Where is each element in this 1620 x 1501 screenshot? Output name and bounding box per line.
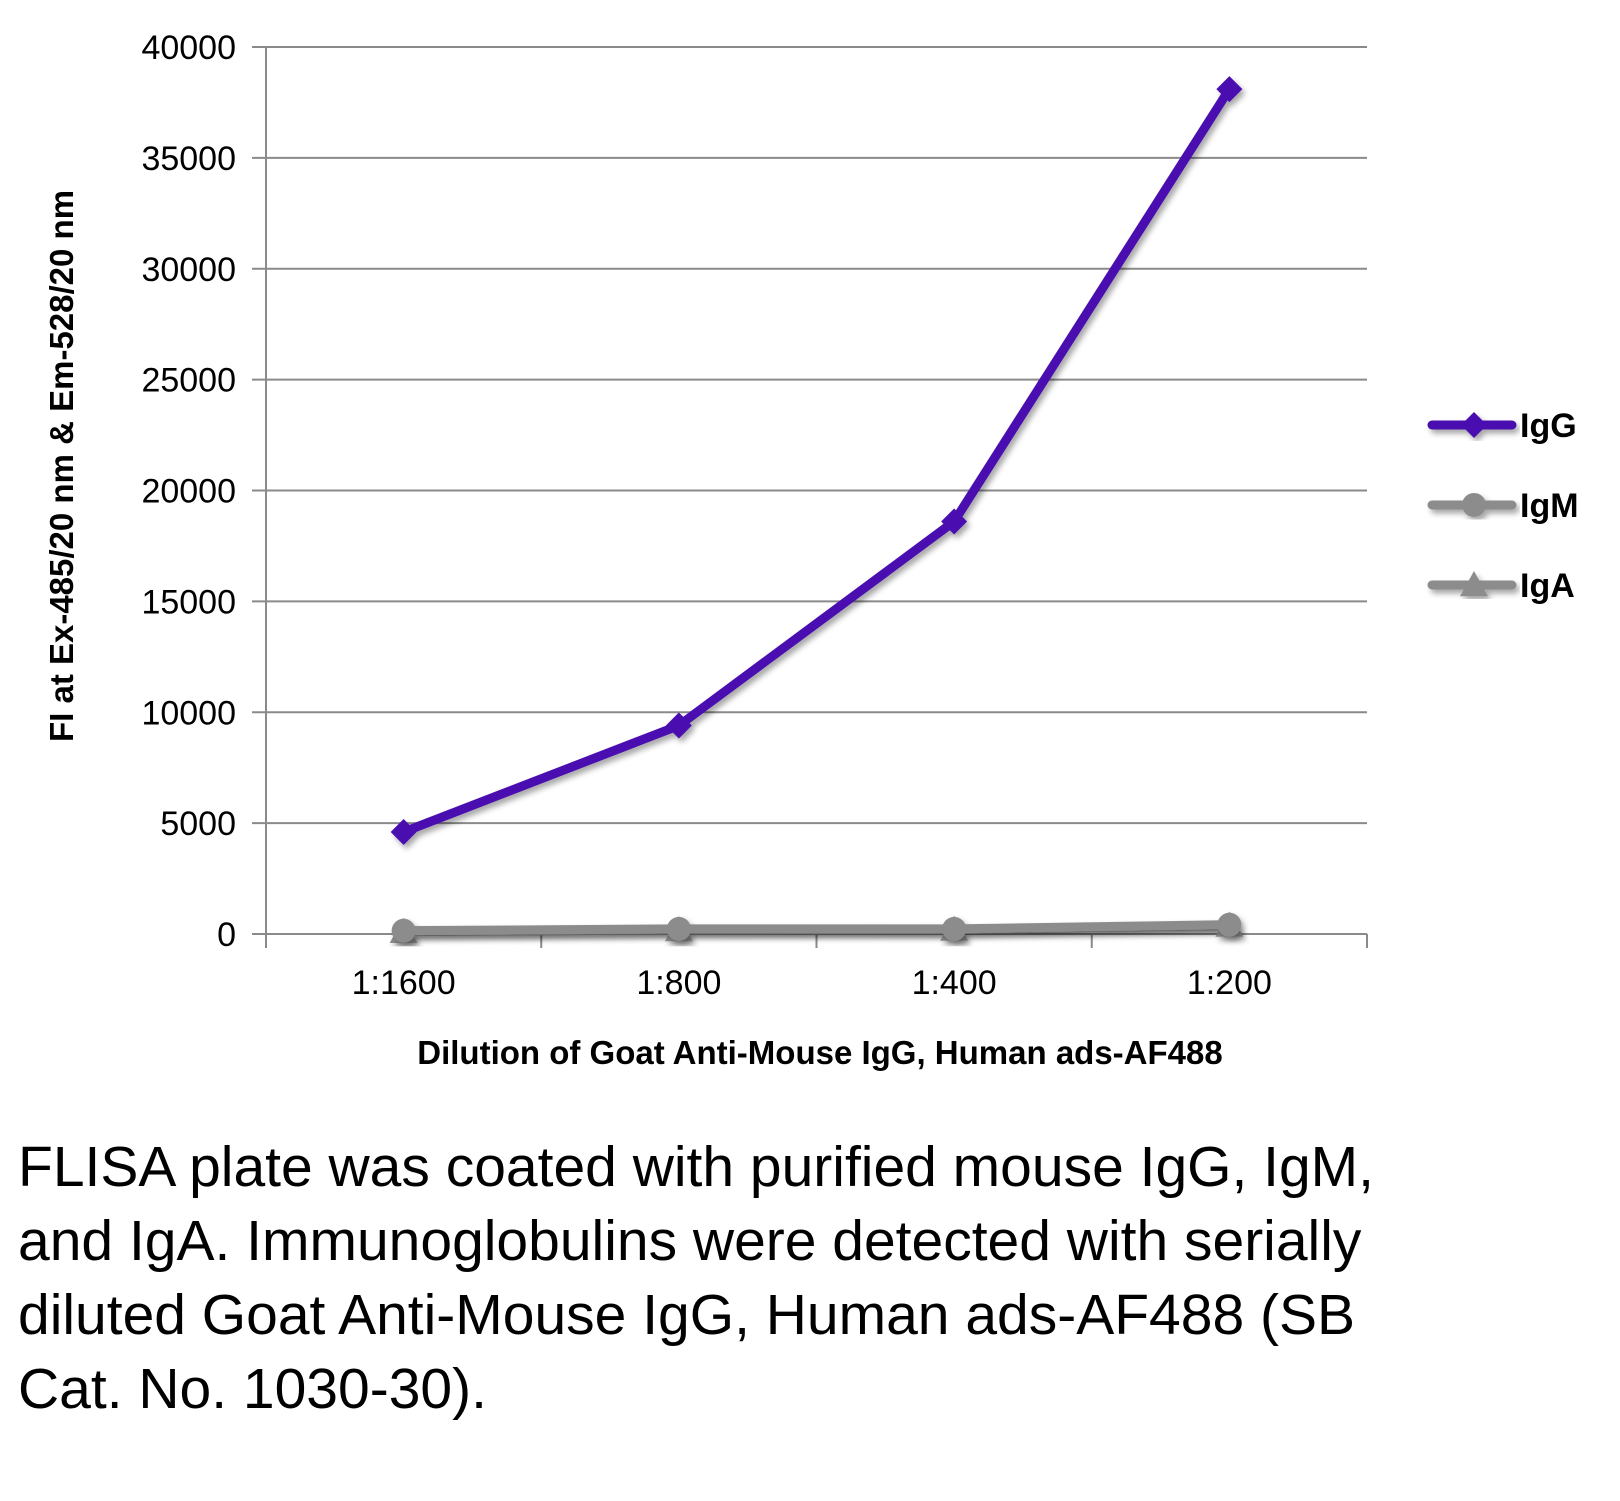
- legend-item-igm: [1427, 493, 1517, 517]
- y-tick-labels: 0 5000 10000 15000 20000 25000 30000 35000 40000: [141, 29, 236, 954]
- legend: IgG IgM IgA: [1427, 407, 1579, 605]
- data-point-igm: [1217, 912, 1242, 937]
- y-tick-label: 5000: [160, 805, 236, 843]
- x-tick-labels: 1:1600 1:800 1:400 1:200: [352, 964, 1272, 1002]
- legend-label-igg: IgG: [1520, 407, 1577, 445]
- y-tick-label: 20000: [141, 473, 236, 511]
- legend-item-igg: [1427, 412, 1517, 438]
- figure-caption: FLISA plate was coated with purified mou…: [18, 1135, 1375, 1421]
- data-point-igg: [941, 508, 968, 535]
- gridlines: [266, 46, 1367, 825]
- y-tick-label: 0: [217, 916, 236, 954]
- y-tick-label: 10000: [141, 694, 236, 732]
- axes: [252, 46, 1368, 948]
- line-chart: 0 5000 10000 15000 20000 25000 30000 35000 40000…: [43, 29, 1579, 1071]
- legend-label-igm: IgM: [1520, 487, 1579, 525]
- y-tick-label: 40000: [141, 29, 236, 67]
- x-tick-label: 1:400: [912, 964, 997, 1002]
- data-point-igm: [666, 916, 691, 941]
- legend-marker-igm: [1462, 493, 1486, 517]
- y-tick-label: 25000: [141, 362, 236, 400]
- legend-item-iga: [1427, 571, 1517, 597]
- y-tick-label: 15000: [141, 583, 236, 621]
- legend-marker-igg: [1461, 412, 1487, 438]
- y-tick-label: 30000: [141, 251, 236, 289]
- series-line-igg: [399, 84, 1234, 837]
- data-point-igg: [1216, 76, 1243, 103]
- series-igg: [390, 76, 1243, 845]
- series-group: [389, 76, 1244, 943]
- x-tick-label: 1:800: [636, 964, 721, 1002]
- x-tick-label: 1:1600: [352, 964, 456, 1002]
- series-igm: [391, 912, 1242, 943]
- data-point-igg: [665, 712, 692, 739]
- legend-marker-iga: [1460, 571, 1488, 597]
- legend-label-iga: IgA: [1520, 567, 1575, 605]
- series-line-igm: [399, 920, 1234, 936]
- x-tick-label: 1:200: [1187, 964, 1272, 1002]
- y-tick-label: 35000: [141, 140, 236, 178]
- data-point-igm: [942, 916, 967, 941]
- x-axis-title: Dilution of Goat Anti-Mouse IgG, Human a…: [417, 1034, 1222, 1071]
- data-point-igg: [390, 818, 417, 845]
- data-point-igm: [391, 918, 416, 943]
- y-axis-title: FI at Ex-485/20 nm & Em-528/20 nm: [43, 190, 80, 742]
